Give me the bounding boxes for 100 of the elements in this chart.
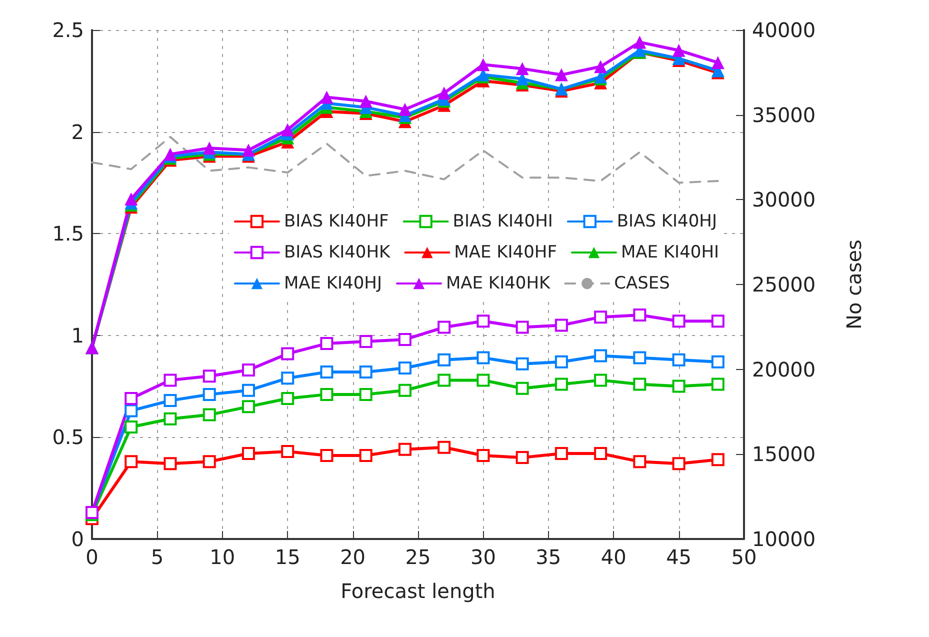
point xyxy=(476,374,490,387)
point xyxy=(398,442,412,456)
point xyxy=(164,412,177,426)
point xyxy=(359,449,372,462)
y2-tick-label: 35000 xyxy=(752,102,816,127)
point xyxy=(242,400,255,414)
x-tick-label: 15 xyxy=(274,545,300,569)
x-tick-label: 20 xyxy=(340,545,366,569)
point xyxy=(164,394,177,408)
point xyxy=(438,440,451,454)
x-tick-label: 45 xyxy=(666,545,692,569)
point xyxy=(281,123,294,136)
point xyxy=(320,449,334,462)
legend-label: CASES xyxy=(614,274,670,294)
point xyxy=(554,68,568,82)
point xyxy=(672,44,686,57)
legend-label: MAE KI40HJ xyxy=(284,274,382,294)
point xyxy=(320,388,334,401)
point xyxy=(398,384,412,397)
point xyxy=(359,335,372,348)
point xyxy=(242,446,255,460)
point xyxy=(320,366,334,379)
x-tick-label: 5 xyxy=(150,545,164,569)
x-axis-title: Forecast length xyxy=(340,579,496,603)
point xyxy=(164,457,177,470)
point xyxy=(633,308,646,322)
legend-label: BIAS KI40HI xyxy=(452,212,553,232)
x-tick-label: 25 xyxy=(405,545,431,569)
point xyxy=(554,355,568,368)
point xyxy=(516,320,529,334)
y2-tick-label: 25000 xyxy=(752,272,816,296)
y-tick-label: 0 xyxy=(71,527,84,551)
point xyxy=(711,378,724,391)
legend-label: MAE KI40HI xyxy=(620,242,720,262)
point xyxy=(554,318,568,332)
point xyxy=(594,374,608,387)
point xyxy=(438,374,451,387)
point xyxy=(711,453,724,466)
point xyxy=(202,455,216,468)
point xyxy=(398,361,412,374)
x-tick-label: 40 xyxy=(600,545,626,569)
point xyxy=(554,446,568,460)
point xyxy=(594,310,608,324)
point xyxy=(242,364,255,377)
point xyxy=(633,455,646,468)
legend-label: MAE KI40HF xyxy=(454,242,557,262)
point xyxy=(281,392,294,406)
y-tick-label: 1 xyxy=(71,323,84,348)
y2-tick-label: 20000 xyxy=(752,357,816,382)
point xyxy=(594,60,608,74)
point xyxy=(124,455,138,468)
point xyxy=(320,337,334,350)
point xyxy=(516,62,529,76)
y2-axis-title: No cases xyxy=(842,240,866,330)
point xyxy=(594,349,608,362)
x-tick-label: 0 xyxy=(86,545,98,569)
point xyxy=(633,378,646,391)
point xyxy=(242,144,255,157)
y-tick-label: 0.5 xyxy=(52,425,84,450)
x-tick-label: 30 xyxy=(470,545,496,569)
legend-label: BIAS KI40HJ xyxy=(616,212,717,232)
point xyxy=(359,366,372,379)
point xyxy=(124,404,138,418)
point xyxy=(398,332,412,346)
x-tick-label: 10 xyxy=(210,545,236,569)
x-tick-label: 35 xyxy=(536,545,562,569)
legend-label: BIAS KI40HF xyxy=(284,212,389,232)
point xyxy=(359,388,372,401)
point xyxy=(476,58,490,72)
y-tick-label: 2.5 xyxy=(52,18,84,42)
point xyxy=(202,142,216,155)
point xyxy=(164,374,177,387)
point xyxy=(438,353,451,366)
point xyxy=(124,192,138,206)
point xyxy=(202,370,216,383)
point xyxy=(711,314,724,328)
point xyxy=(202,408,216,422)
point xyxy=(242,384,255,397)
point xyxy=(711,355,724,368)
point xyxy=(359,94,372,108)
point xyxy=(438,320,451,334)
y2-tick-label: 30000 xyxy=(752,188,816,212)
point xyxy=(281,444,294,458)
point xyxy=(320,90,334,104)
point xyxy=(672,457,686,470)
y-tick-label: 1.5 xyxy=(52,222,84,246)
point xyxy=(594,446,608,460)
point xyxy=(672,353,686,366)
point xyxy=(554,378,568,391)
point xyxy=(476,449,490,462)
y2-tick-label: 40000 xyxy=(752,18,816,42)
point xyxy=(438,86,451,100)
point xyxy=(711,56,724,70)
point xyxy=(476,314,490,328)
point xyxy=(476,351,490,364)
point xyxy=(281,347,294,360)
point xyxy=(202,388,216,401)
point xyxy=(516,357,529,370)
point xyxy=(124,420,138,434)
point xyxy=(672,314,686,328)
